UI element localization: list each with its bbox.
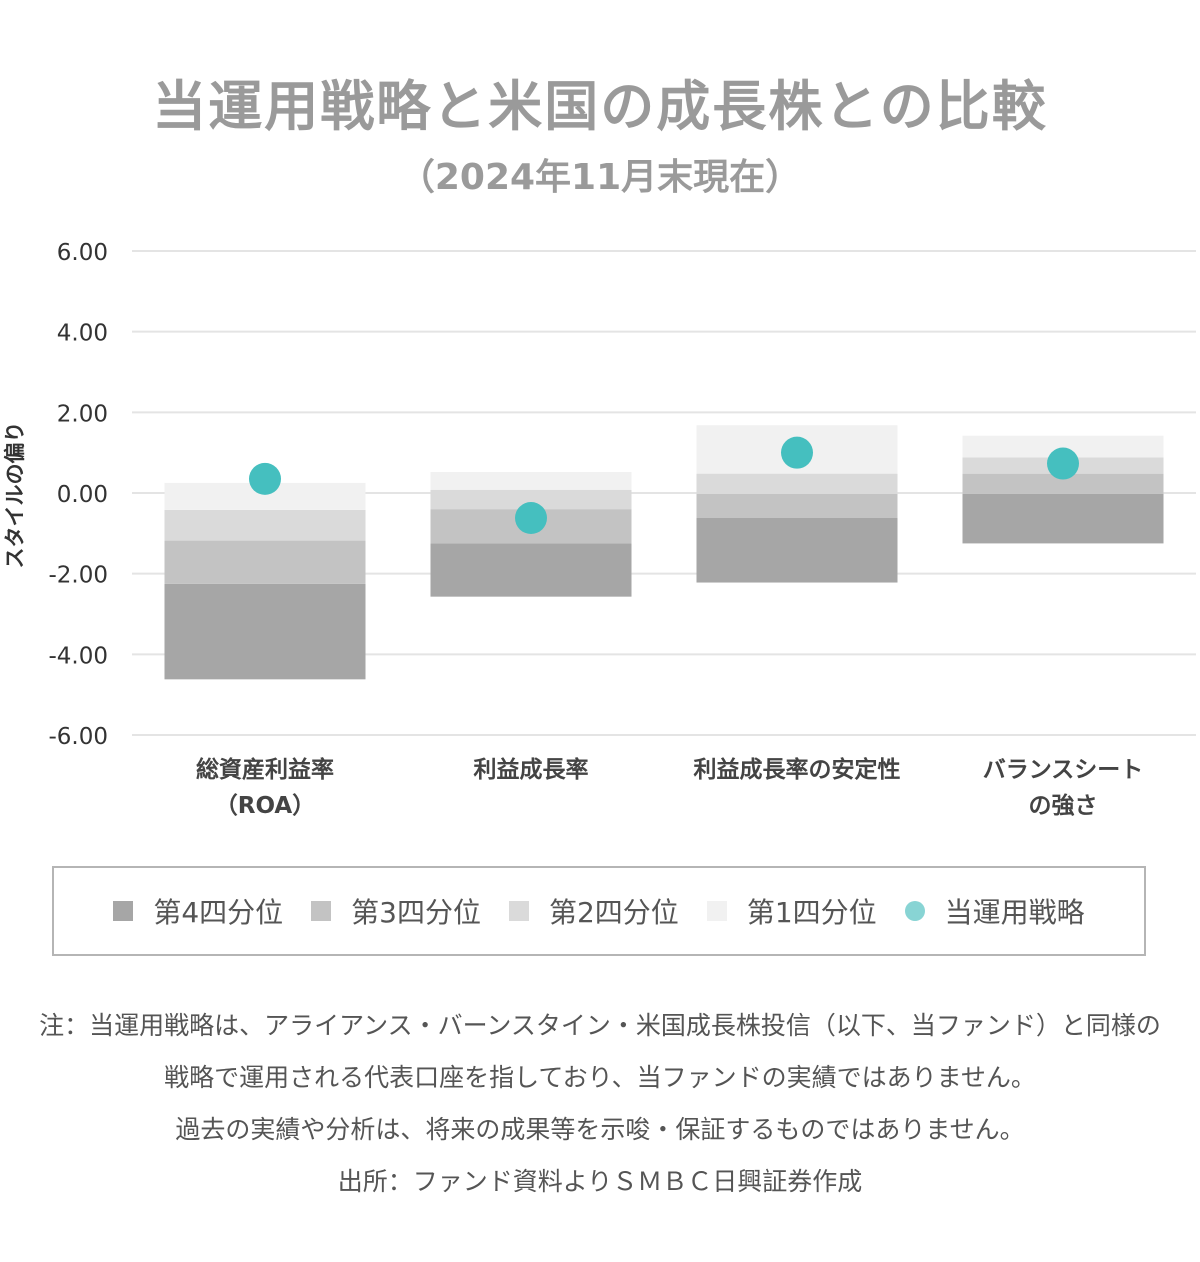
chart-subtitle: （2024年11月末現在） xyxy=(398,157,802,198)
strategy-point xyxy=(249,462,281,495)
legend-item: 第4四分位 xyxy=(113,891,283,931)
legend-label: 第1四分位 xyxy=(746,896,877,929)
x-tick-label: の強さ xyxy=(1029,793,1098,819)
strategy-point xyxy=(1047,447,1079,480)
legend-label: 当運用戦略 xyxy=(944,896,1085,929)
bar-1-q3 xyxy=(164,540,366,584)
x-tick-label: バランスシート xyxy=(983,757,1144,783)
legend-square-swatch xyxy=(311,901,332,921)
strategy-point xyxy=(781,436,813,469)
bar-4-q3 xyxy=(962,473,1164,494)
legend-item: 第3四分位 xyxy=(311,891,481,931)
x-tick-label: 利益成長率 xyxy=(474,756,589,783)
legend: 第4四分位 第3四分位 第2四分位 第1四分位 当運用戦略 xyxy=(52,866,1146,956)
y-tick-label: -2.00 xyxy=(48,563,108,589)
y-tick-label: -4.00 xyxy=(48,643,108,669)
bar-3-q2 xyxy=(696,473,898,494)
bar-1-q2 xyxy=(164,509,366,541)
footnote-line: 戦略で運用される代表口座を指しており、当ファンドの実績ではありません。 xyxy=(164,1063,1036,1092)
bar-3-q4 xyxy=(696,518,898,583)
legend-square-swatch xyxy=(113,901,134,921)
bar-2-q2 xyxy=(430,489,632,510)
legend-label: 第3四分位 xyxy=(351,896,481,929)
footnotes: 注：当運用戦略は、アライアンス・バーンスタイン・米国成長株投信（以下、当ファンド… xyxy=(0,1000,1200,1208)
x-tick-label: 総資産利益率 xyxy=(196,756,334,783)
y-tick-label: 2.00 xyxy=(57,401,108,427)
x-tick-label: 利益成長率の安定性 xyxy=(694,756,901,783)
chart-title: 当運用戦略と米国の成長株との比較 xyxy=(152,75,1048,138)
y-tick-label: 4.00 xyxy=(57,321,108,347)
legend-item: 第2四分位 xyxy=(508,891,679,931)
bar-2-q1 xyxy=(430,472,632,490)
bar-4-q1 xyxy=(962,435,1164,458)
bar-3-q3 xyxy=(696,493,898,519)
x-tick-label: （ROA） xyxy=(215,792,315,819)
y-axis-ticks: 6.00 4.00 2.00 0.00 -2.00 -4.00 -6.00 xyxy=(48,240,108,750)
footnote-line: 注：当運用戦略は、アライアンス・バーンスタイン・米国成長株投信（以下、当ファンド… xyxy=(39,1011,1161,1040)
legend-dot-swatch xyxy=(904,901,925,921)
bar-2-q4 xyxy=(430,543,632,597)
legend-label: 第2四分位 xyxy=(548,896,679,929)
y-axis-label: スタイルの偏り xyxy=(3,422,27,569)
y-tick-label: 6.00 xyxy=(57,240,108,266)
strategy-points xyxy=(249,436,1079,535)
legend-item: 当運用戦略 xyxy=(904,891,1085,931)
bar-4-q4 xyxy=(962,493,1164,544)
quartile-bars xyxy=(164,425,1164,680)
y-tick-label: 0.00 xyxy=(57,482,108,508)
strategy-point xyxy=(515,502,547,535)
footnote-line: 出所：ファンド資料よりＳＭＢＣ日興証券作成 xyxy=(337,1167,863,1196)
y-tick-label: -6.00 xyxy=(48,724,108,750)
bar-1-q4 xyxy=(164,583,366,680)
footnote-line: 過去の実績や分析は、将来の成果等を示唆・保証するものではありません。 xyxy=(175,1115,1025,1144)
legend-item: 第1四分位 xyxy=(706,891,877,931)
quartile-chart: 6.00 4.00 2.00 0.00 -2.00 -4.00 -6.00 総資産利益率 （R… xyxy=(3,240,1196,819)
legend-square-swatch xyxy=(706,901,727,921)
legend-label: 第4四分位 xyxy=(153,896,284,929)
legend-square-swatch xyxy=(508,901,529,921)
